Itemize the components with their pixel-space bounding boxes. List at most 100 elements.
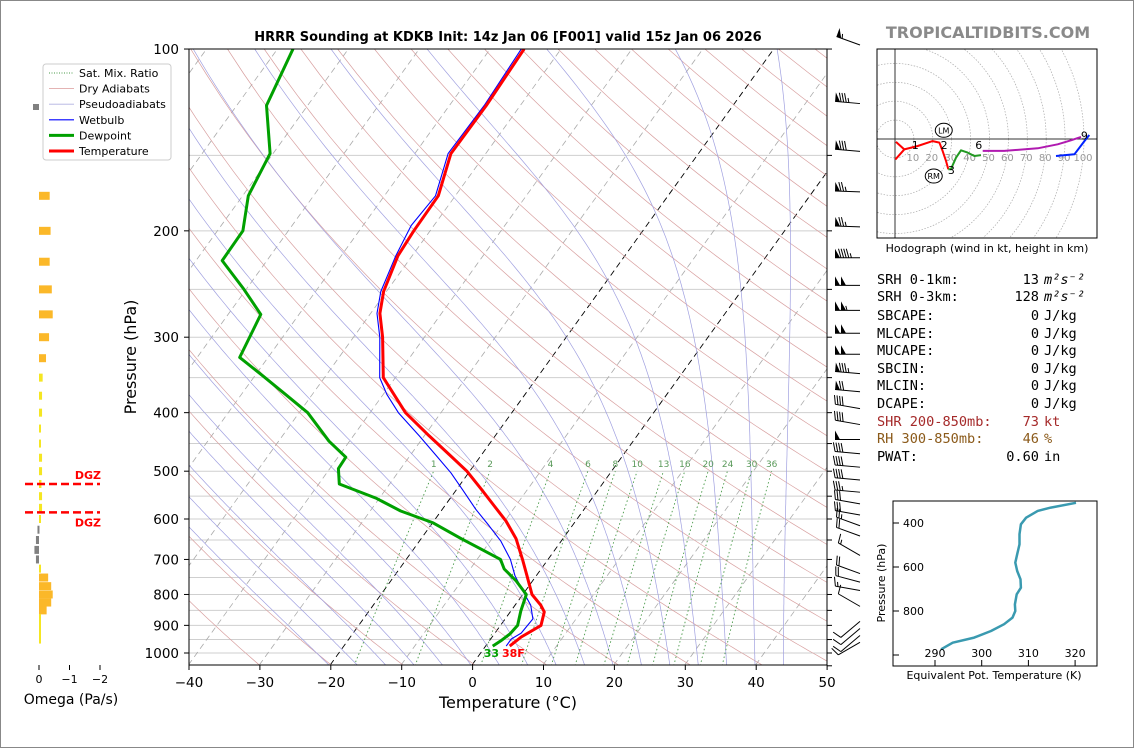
- x-tick-label: 20: [606, 675, 623, 691]
- barb-staff: [840, 635, 861, 652]
- hodograph-height-label: 6: [975, 139, 982, 152]
- barb-flag: [835, 362, 841, 372]
- wind-barb: [836, 507, 861, 527]
- hodograph-height-label: 9: [1081, 130, 1088, 143]
- theta-e-x-tick-label: 310: [1018, 647, 1039, 660]
- dry-adiabat-line: [189, 600, 260, 665]
- mixing-ratio-label: 8: [613, 460, 619, 470]
- barb-flag: [835, 430, 840, 440]
- dry-adiabat-line: [189, 288, 620, 665]
- barb-staff: [840, 620, 861, 638]
- stat-row: MLCAPE: 0 J/kg: [877, 326, 1097, 344]
- isotherm-line: [329, 49, 775, 665]
- omega-bar: [39, 439, 41, 448]
- y-tick-label: 500: [153, 464, 179, 480]
- barb-flag: [835, 92, 841, 102]
- stat-unit: m²s⁻²: [1044, 272, 1085, 288]
- stat-label: DCAPE:: [877, 395, 927, 412]
- mixing-ratio-label: 13: [658, 460, 669, 470]
- wind-barb: [832, 455, 861, 468]
- barb-feather: [841, 140, 845, 151]
- omega-bar: [39, 573, 49, 582]
- barb-feather: [833, 501, 836, 511]
- barb-feather: [839, 395, 841, 406]
- barb-staff: [836, 526, 861, 537]
- y-tick-label: 400: [153, 406, 179, 422]
- x-tick-label: −20: [317, 675, 346, 691]
- storm-motion-marker: [924, 168, 943, 184]
- wind-barb: [832, 635, 861, 653]
- wind-barb: [832, 628, 861, 646]
- wind-barbs: [831, 28, 861, 656]
- stat-value: 0: [1030, 343, 1039, 360]
- stat-label: RH 300-850mb:: [877, 431, 984, 448]
- pseudoadiabat-line: [330, 49, 671, 665]
- stat-unit: J/kg: [1044, 325, 1077, 342]
- legend-label: Pseudoadiabats: [79, 98, 166, 111]
- barb-flag: [835, 301, 840, 311]
- barb-feather: [844, 140, 847, 151]
- barb-staff: [836, 516, 861, 527]
- watermark-logo: TROPICALTIDBITS.COM: [886, 23, 1090, 42]
- omega-bar: [39, 354, 47, 363]
- barb-feather: [838, 556, 841, 566]
- x-tick-label: 40: [748, 675, 765, 691]
- isotherm-line: [471, 171, 827, 665]
- barb-feather: [839, 491, 841, 501]
- dry-adiabat-line: [374, 49, 827, 437]
- wind-barb: [837, 533, 861, 556]
- y-tick-label: 600: [153, 512, 179, 528]
- sounding-parameters: SRH 0-1km: 13 m²s⁻² SRH 0-3km: 128 m²s⁻² SBCAP…: [877, 272, 1097, 466]
- barb-feather: [836, 490, 839, 501]
- wind-barb: [833, 576, 861, 591]
- omega-bar: [35, 555, 39, 564]
- legend-label: Temperature: [78, 145, 149, 158]
- dry-adiabat-line: [300, 49, 827, 508]
- isotherm-line: [258, 49, 704, 665]
- wind-barb: [832, 620, 861, 638]
- mixing-ratio-label: 1: [431, 460, 437, 470]
- barb-flag: [835, 345, 840, 355]
- barb-half-feather: [841, 486, 844, 491]
- stat-value: 73: [1022, 413, 1039, 430]
- wind-barb: [835, 380, 861, 393]
- barb-feather: [838, 92, 842, 102]
- pseudoadiabat-line: [189, 496, 358, 665]
- barb-feather: [833, 576, 836, 587]
- y-axis-label: Pressure (hPa): [121, 300, 140, 415]
- dry-adiabat-line: [189, 227, 691, 665]
- legend-label: Dewpoint: [79, 129, 132, 142]
- stat-row: SRH 0-1km: 13 m²s⁻²: [877, 272, 1097, 289]
- pseudoadiabat-line: [189, 394, 443, 665]
- barb-staff: [835, 489, 861, 493]
- barb-flag: [835, 248, 840, 258]
- y-tick-label: 900: [153, 618, 179, 634]
- hodograph-height-label: 3: [948, 164, 955, 177]
- surface-temperature-label: 38F: [502, 647, 525, 660]
- theta-e-frame: [892, 500, 1098, 667]
- stat-unit: %: [1044, 431, 1053, 448]
- mixing-ratio-line: [626, 471, 686, 665]
- barb-feather: [840, 469, 844, 479]
- stat-row: MUCAPE: 0 J/kg: [877, 343, 1097, 361]
- pseudoadiabat-line: [189, 464, 387, 665]
- mixing-ratio-line: [652, 471, 709, 665]
- pseudoadiabat-line: [189, 309, 500, 665]
- theta-e-x-tick-label: 320: [1065, 647, 1086, 660]
- barb-feather: [839, 502, 841, 512]
- barb-feather: [840, 442, 844, 453]
- theta-e-y-tick-label: 600: [903, 561, 924, 574]
- dry-adiabat-line: [189, 410, 476, 665]
- barb-staff: [834, 190, 861, 193]
- barb-feather: [838, 248, 842, 258]
- barb-half-feather: [844, 221, 847, 227]
- stat-row: DCAPE: 0 J/kg: [877, 396, 1097, 414]
- barb-feather: [838, 181, 842, 192]
- mixing-ratio-line: [699, 471, 753, 665]
- stat-label: SRH 0-3km:: [877, 288, 959, 305]
- barb-feather: [836, 395, 839, 405]
- hodograph-ring-label: 10: [907, 153, 920, 164]
- skewt-frame: [188, 48, 828, 666]
- omega-bar: [33, 104, 39, 110]
